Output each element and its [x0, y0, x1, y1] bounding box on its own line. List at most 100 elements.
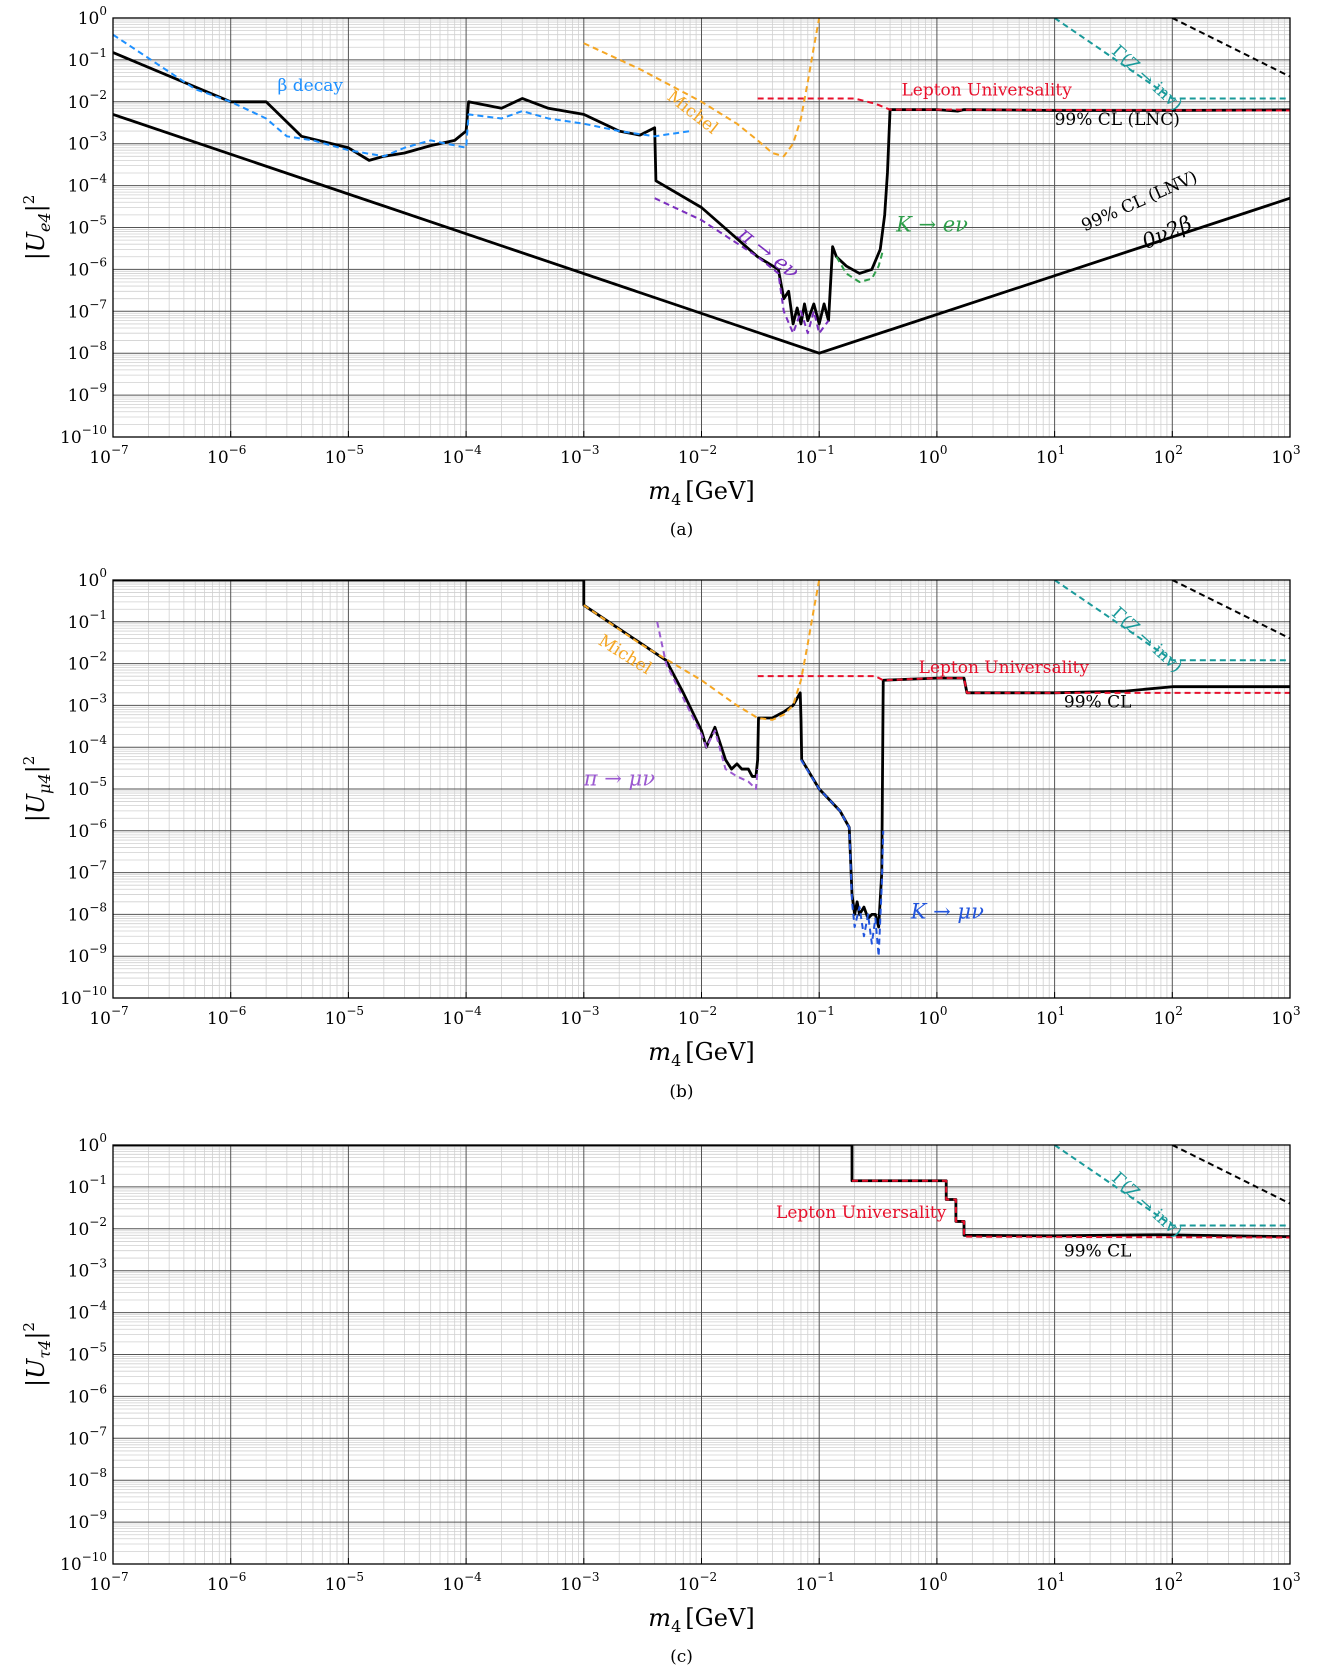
- x-tick-label: 101: [1036, 443, 1065, 468]
- series-group: [113, 18, 1290, 355]
- x-tick-label: 101: [1036, 1570, 1065, 1595]
- annotation-0: β decay: [278, 76, 344, 96]
- y-tick-label: 10−9: [68, 942, 107, 967]
- x-tick-label: 10−6: [207, 443, 246, 468]
- series-line-5: [654, 197, 830, 335]
- series-line-8: [1171, 18, 1290, 78]
- x-tick-label: 10−5: [325, 1570, 364, 1595]
- series-line-3: [583, 18, 821, 158]
- x-tick-label: 10−6: [207, 1570, 246, 1595]
- y-tick-label: 10−4: [68, 172, 108, 197]
- x-tick-label: 10−5: [325, 443, 364, 468]
- series-line-0: [113, 580, 1290, 929]
- y-tick-label: 10−1: [68, 46, 107, 71]
- x-tick-label: 10−3: [560, 443, 599, 468]
- x-tick-label: 10−1: [796, 443, 835, 468]
- chart-panel-a: 10−7 10−6 10−5 10−4 10−3 10−2 10−1 100 101 102 103…: [20, 4, 1301, 540]
- panel-caption: (b): [669, 1082, 693, 1102]
- y-tick-label: 10−1: [68, 1173, 107, 1198]
- x-tick-label: 10−3: [560, 1570, 599, 1595]
- x-axis-label: m4 [GeV]: [648, 477, 754, 509]
- y-tick-label: 10−3: [68, 130, 107, 155]
- panel-caption: (a): [670, 520, 693, 540]
- series-line-5: [1054, 580, 1290, 662]
- y-tick-label: 10−5: [68, 1341, 107, 1366]
- chart-panel-c: 10−7 10−6 10−5 10−4 10−3 10−2 10−1 100 101 102 103…: [20, 1131, 1301, 1667]
- y-tick-label: 10−7: [68, 1424, 107, 1449]
- x-tick-label: 10−4: [442, 1570, 482, 1595]
- y-tick-label: 10−4: [68, 733, 108, 758]
- x-tick-label: 100: [918, 1570, 947, 1595]
- x-tick-label: 10−2: [678, 443, 717, 468]
- y-tick-label: 100: [78, 1131, 107, 1156]
- annotation-4: K → μν: [910, 899, 984, 923]
- x-tick-label: 100: [918, 443, 947, 468]
- y-tick-label: 10−8: [68, 339, 107, 364]
- x-tick-label: 10−6: [207, 1004, 246, 1029]
- y-tick-label: 10−10: [60, 423, 107, 448]
- x-tick-label: 10−4: [442, 443, 482, 468]
- series-line-3: [656, 621, 759, 790]
- series-line-0: [113, 51, 1290, 326]
- annotation-2: 99% CL: [1064, 692, 1132, 712]
- x-tick-label: 100: [918, 1004, 947, 1029]
- x-tick-label: 102: [1154, 1004, 1183, 1029]
- y-tick-label: 10−6: [68, 1382, 107, 1407]
- x-tick-label: 10−4: [442, 1004, 482, 1029]
- annotation-3: 99% CL (LNC): [1055, 110, 1180, 130]
- x-tick-label: 102: [1154, 443, 1183, 468]
- y-axis-label: |Uμ4|2: [20, 756, 54, 823]
- y-tick-label: 10−5: [68, 775, 107, 800]
- x-tick-label: 10−7: [89, 443, 128, 468]
- annotation-3: π → μν: [583, 767, 655, 791]
- x-tick-label: 10−2: [678, 1570, 717, 1595]
- y-tick-label: 10−7: [68, 859, 107, 884]
- series-line-2: [113, 33, 691, 158]
- y-tick-label: 10−6: [68, 255, 107, 280]
- y-tick-label: 10−3: [68, 691, 107, 716]
- x-tick-label: 10−7: [89, 1570, 128, 1595]
- series-line-4: [757, 97, 1290, 112]
- y-tick-label: 10−9: [68, 381, 107, 406]
- y-axis-label: |Ue4|2: [20, 195, 54, 261]
- y-tick-label: 10−10: [60, 984, 107, 1009]
- y-tick-label: 10−8: [68, 1466, 107, 1491]
- series-group: [113, 580, 1290, 958]
- x-axis-label: m4 [GeV]: [648, 1604, 754, 1636]
- y-tick-label: 10−1: [68, 608, 107, 633]
- x-tick-label: 10−3: [560, 1004, 599, 1029]
- x-tick-label: 101: [1036, 1004, 1065, 1029]
- y-tick-label: 10−10: [60, 1550, 107, 1575]
- y-tick-label: 10−8: [68, 900, 107, 925]
- chart-panel-b: 10−7 10−6 10−5 10−4 10−3 10−2 10−1 100 101 102 103…: [20, 566, 1301, 1102]
- y-tick-label: 10−6: [68, 817, 107, 842]
- x-tick-label: 10−7: [89, 1004, 128, 1029]
- series-line-7: [1054, 18, 1290, 100]
- annotation-2: Lepton Universality: [901, 81, 1072, 101]
- series-line-2: [757, 675, 1290, 694]
- y-tick-label: 10−5: [68, 214, 107, 239]
- annotation-4: K → eν: [895, 213, 968, 237]
- annotation-1: 99% CL: [1064, 1241, 1132, 1261]
- x-axis-label: m4 [GeV]: [648, 1038, 754, 1070]
- y-tick-label: 100: [78, 4, 107, 29]
- series-line-1: [113, 113, 1290, 355]
- series-line-3: [1171, 1145, 1290, 1205]
- y-tick-label: 10−9: [68, 1508, 107, 1533]
- x-tick-label: 10−1: [796, 1570, 835, 1595]
- y-tick-label: 10−2: [68, 650, 107, 675]
- y-tick-label: 10−2: [68, 1215, 107, 1240]
- y-tick-label: 10−7: [68, 297, 107, 322]
- x-tick-label: 10−5: [325, 1004, 364, 1029]
- series-line-6: [835, 249, 885, 284]
- grid: [112, 1144, 1291, 1565]
- y-axis-label: |Uτ4|2: [20, 1322, 54, 1387]
- series-line-6: [1171, 580, 1290, 640]
- series-line-4: [800, 759, 885, 958]
- x-tick-label: 103: [1271, 1570, 1300, 1595]
- annotation-0: Lepton Universality: [776, 1203, 947, 1223]
- x-tick-label: 102: [1154, 1570, 1183, 1595]
- y-tick-label: 10−4: [68, 1299, 108, 1324]
- grid: [112, 579, 1291, 999]
- x-tick-label: 10−2: [678, 1004, 717, 1029]
